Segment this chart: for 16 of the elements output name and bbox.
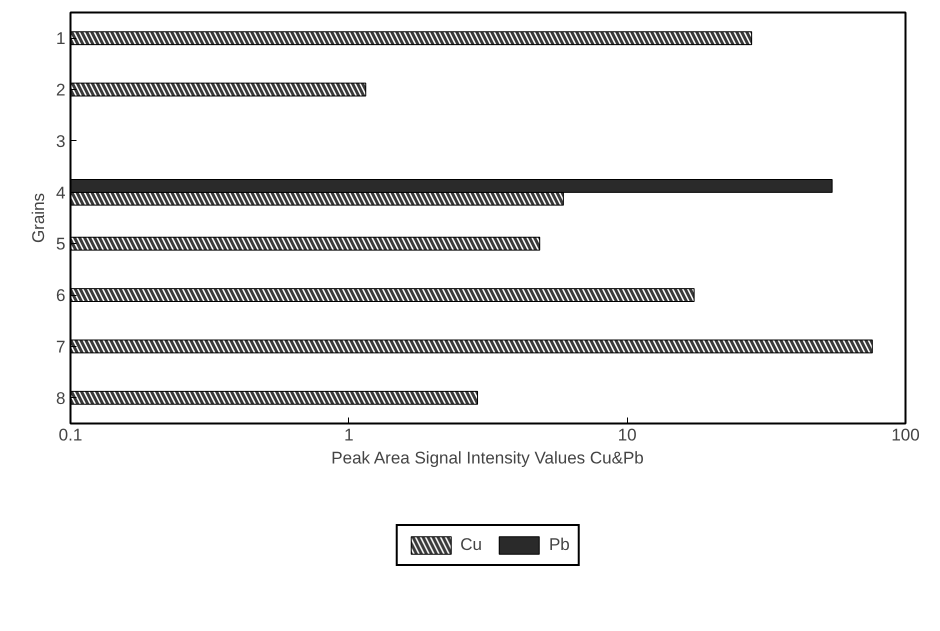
y-tick-label: 8 <box>56 388 66 408</box>
y-tick-label: 1 <box>56 29 66 48</box>
x-tick-label: 10 <box>618 426 637 444</box>
y-tick-label: 3 <box>56 132 66 151</box>
x-tick-label: 100 <box>891 426 920 444</box>
x-axis-title: Peak Area Signal Intensity Values Cu&Pb <box>331 448 644 468</box>
x-tick-label: 1 <box>344 426 354 444</box>
y-tick-label: 7 <box>56 337 66 356</box>
legend-label: Pb <box>548 535 570 555</box>
y-tick-label: 4 <box>56 183 66 202</box>
y-tick-label: 5 <box>56 234 66 254</box>
y-axis-title: Grains <box>29 192 48 244</box>
y-tick-label: 6 <box>56 286 66 306</box>
x-tick-label: 0.1 <box>58 426 82 444</box>
y-tick-label: 2 <box>56 80 66 100</box>
legend-label: Cu <box>460 535 482 555</box>
